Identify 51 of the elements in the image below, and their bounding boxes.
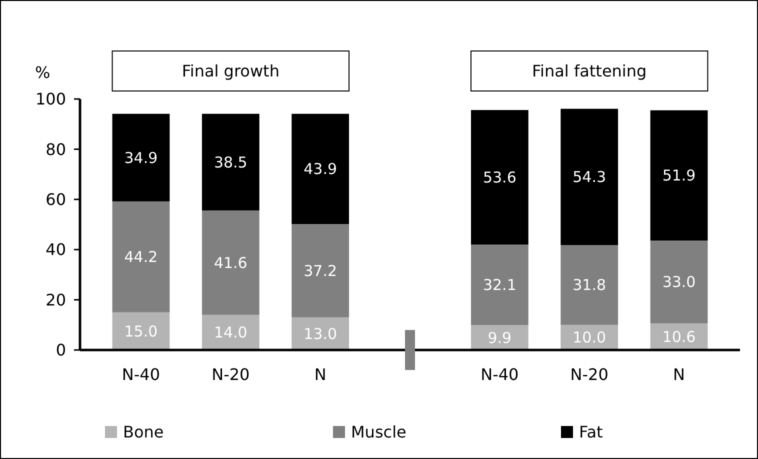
y-tick-label: 20 [46,290,66,310]
data-label: 51.9 [662,166,696,185]
x-tick-label: N-20 [570,365,608,384]
text: Final fattening [532,62,647,81]
data-label: 44.2 [124,248,158,266]
x-tick-label: N-20 [212,365,250,384]
bar [292,114,350,224]
x-tick-label: N-40 [122,365,160,384]
x-tick-label: N [314,365,326,384]
y-tick-label: 60 [46,190,66,209]
bar [292,317,350,350]
bar [112,201,170,312]
legend-label: Fat [579,422,603,442]
data-label: 14.0 [214,324,248,342]
bar [112,312,170,350]
bar [202,114,260,210]
data-label: 43.9 [304,160,338,178]
bar [202,314,260,350]
data-label: 32.1 [482,276,516,294]
bar [292,224,350,318]
bar [650,110,708,241]
data-label: 33.0 [662,273,696,292]
data-label: 53.6 [482,168,516,187]
data-label: 13.0 [304,324,338,343]
bar [470,110,528,245]
bar [650,240,708,324]
data-label: 37.2 [304,262,338,280]
x-tick-label: N-40 [480,365,519,384]
data-label: 9.9 [488,328,512,347]
data-label: 38.5 [214,153,248,172]
bar [112,114,170,202]
data-label: 10.0 [572,328,606,347]
data-label: 15.0 [124,322,158,340]
data-label: 34.9 [124,148,158,167]
y-tick-label: 40 [46,240,66,260]
bar [560,245,618,325]
bar [470,244,528,326]
data-label: 31.8 [572,276,606,294]
y-tick-label: 80 [46,140,66,159]
data-label: 10.6 [662,328,696,346]
text: Final growth [182,62,280,81]
legend-label: Bone [123,422,164,442]
x-tick-label: N [673,365,686,384]
y-axis-title: % [35,63,50,82]
bar [560,108,618,246]
legend-label: Muscle [351,422,406,442]
y-tick-label: 0 [56,340,66,360]
data-label: 41.6 [214,254,248,272]
y-tick-label: 100 [35,90,66,109]
data-label: 54.3 [572,168,606,186]
bar [202,210,260,315]
